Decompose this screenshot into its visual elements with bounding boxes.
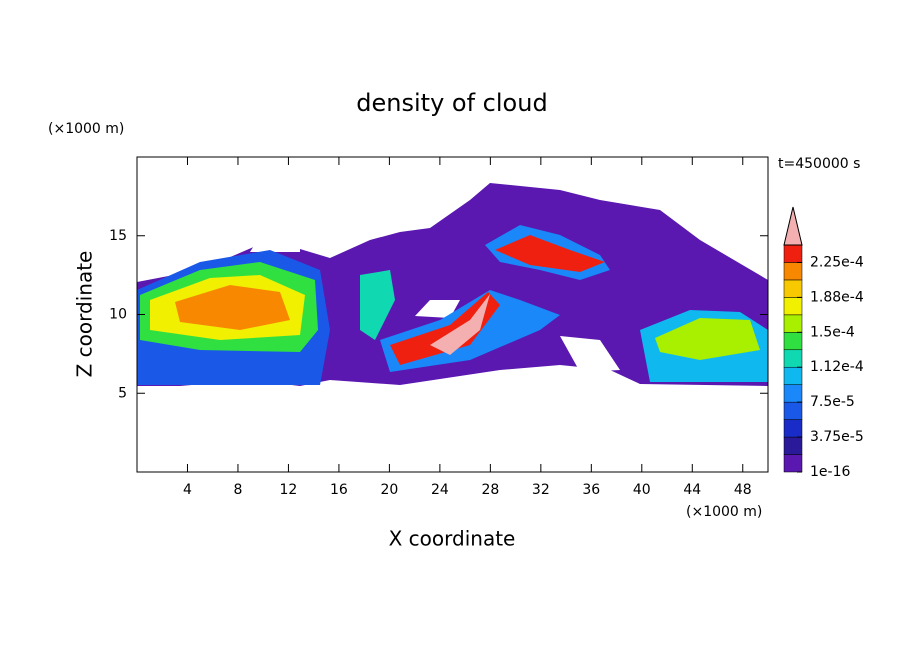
y-axis-label: Z coordinate [73,251,97,378]
x-axis-label: X coordinate [389,527,516,551]
colorbar-band [783,436,803,455]
x-tick-label: 24 [431,482,449,498]
x-tick-label: 28 [481,482,499,498]
colorbar-extend [783,206,803,246]
x-tick-label: 20 [380,482,398,498]
colorbar-band [783,297,803,316]
x-tick-label: 40 [633,482,651,498]
y-tick-label: 15 [109,228,127,244]
colorbar-band [783,454,803,473]
colorbar-tick-label: 1.12e-4 [810,359,864,375]
colorbar-band [783,384,803,403]
x-tick-label: 44 [683,482,701,498]
x-tick-label: 8 [233,482,242,498]
cloud-region [360,270,395,340]
colorbar-band [783,349,803,368]
x-tick-label: 36 [582,482,600,498]
cloud-region [390,292,500,365]
colorbar-tick-label: 3.75e-5 [810,429,864,445]
colorbar-band [783,332,803,351]
time-label: t=450000 s [778,156,860,172]
cloud-region [495,235,605,272]
x-tick-label: 4 [183,482,192,498]
colorbar-band [783,244,803,263]
clear-region [250,236,620,372]
cloud-region [655,318,760,360]
colorbar-tick-label: 7.5e-5 [810,394,855,410]
colorbar-tick-label: 2.25e-4 [810,254,864,270]
chart-title: density of cloud [356,89,547,117]
x-tick-label: 12 [280,482,298,498]
colorbar-band [783,419,803,438]
y-tick-label: 5 [118,385,127,401]
cloud-region [175,285,290,330]
x-unit: (×1000 m) [686,504,762,520]
colorbar-tick-label: 1e-16 [810,464,850,480]
colorbar-band [783,401,803,420]
y-unit: (×1000 m) [48,121,124,137]
colorbar-band [783,366,803,385]
y-tick-label: 10 [109,307,127,323]
x-tick-label: 32 [532,482,550,498]
x-tick-label: 16 [330,482,348,498]
colorbar-band [783,314,803,333]
cloud-region [430,294,490,355]
colorbar-band [783,262,803,281]
colorbar-tick-label: 1.88e-4 [810,289,864,305]
x-tick-label: 48 [734,482,752,498]
contour-field [137,183,768,386]
colorbar-tick-label: 1.5e-4 [810,324,855,340]
colorbar-band [783,279,803,298]
